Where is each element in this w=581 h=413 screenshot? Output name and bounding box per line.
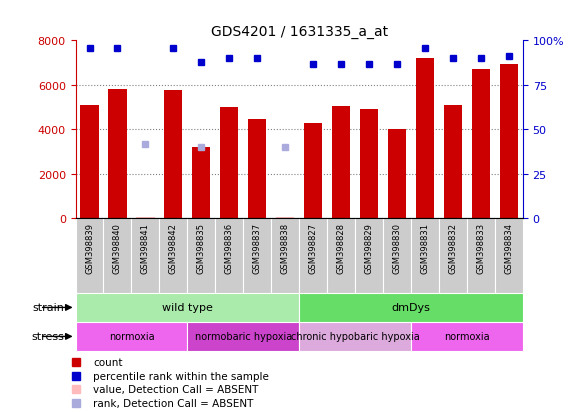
Bar xyxy=(416,59,434,219)
Text: GSM398841: GSM398841 xyxy=(141,223,150,273)
Text: percentile rank within the sample: percentile rank within the sample xyxy=(93,371,269,381)
Bar xyxy=(76,219,103,293)
Bar xyxy=(76,293,299,322)
Bar xyxy=(360,110,378,219)
Text: GSM398835: GSM398835 xyxy=(197,223,206,273)
Bar xyxy=(216,219,243,293)
Bar xyxy=(472,70,490,219)
Bar xyxy=(164,91,182,219)
Text: GSM398832: GSM398832 xyxy=(449,223,457,273)
Bar xyxy=(243,219,271,293)
Bar xyxy=(103,219,131,293)
Bar xyxy=(187,219,216,293)
Text: normobaric hypoxia: normobaric hypoxia xyxy=(195,332,292,342)
Text: GSM398840: GSM398840 xyxy=(113,223,122,273)
Bar xyxy=(131,219,159,293)
Bar xyxy=(411,219,439,293)
Text: GSM398834: GSM398834 xyxy=(504,223,514,273)
Bar xyxy=(109,90,127,219)
Bar xyxy=(332,107,350,219)
Text: GSM398830: GSM398830 xyxy=(393,223,401,273)
Text: normoxia: normoxia xyxy=(109,332,155,342)
Text: GSM398839: GSM398839 xyxy=(85,223,94,273)
Text: GSM398838: GSM398838 xyxy=(281,223,290,273)
Text: normoxia: normoxia xyxy=(444,332,490,342)
Bar xyxy=(388,130,406,219)
Text: GSM398833: GSM398833 xyxy=(476,223,486,273)
Text: value, Detection Call = ABSENT: value, Detection Call = ABSENT xyxy=(93,385,259,394)
Text: GSM398828: GSM398828 xyxy=(336,223,346,273)
Bar xyxy=(299,219,327,293)
Bar xyxy=(76,322,187,351)
Bar xyxy=(276,217,295,219)
Title: GDS4201 / 1631335_a_at: GDS4201 / 1631335_a_at xyxy=(211,25,388,39)
Bar xyxy=(500,64,518,219)
Bar xyxy=(467,219,495,293)
Text: GSM398842: GSM398842 xyxy=(169,223,178,273)
Bar xyxy=(304,123,322,219)
Text: GSM398831: GSM398831 xyxy=(421,223,429,273)
Text: strain: strain xyxy=(32,303,64,313)
Bar xyxy=(159,219,187,293)
Bar xyxy=(187,322,299,351)
Text: GSM398837: GSM398837 xyxy=(253,223,262,273)
Bar xyxy=(248,120,266,219)
Bar xyxy=(439,219,467,293)
Text: GSM398827: GSM398827 xyxy=(309,223,318,273)
Text: GSM398836: GSM398836 xyxy=(225,223,234,273)
Bar xyxy=(299,293,523,322)
Bar xyxy=(192,148,210,219)
Bar xyxy=(355,219,383,293)
Bar xyxy=(444,106,462,219)
Bar xyxy=(327,219,355,293)
Text: dmDys: dmDys xyxy=(392,303,431,313)
Bar xyxy=(220,108,238,219)
Bar xyxy=(80,106,99,219)
Text: chronic hypobaric hypoxia: chronic hypobaric hypoxia xyxy=(290,332,419,342)
Bar xyxy=(383,219,411,293)
Bar xyxy=(299,322,411,351)
Text: rank, Detection Call = ABSENT: rank, Detection Call = ABSENT xyxy=(93,398,253,408)
Bar xyxy=(495,219,523,293)
Text: count: count xyxy=(93,357,123,367)
Text: GSM398829: GSM398829 xyxy=(365,223,374,273)
Text: wild type: wild type xyxy=(162,303,213,313)
Bar xyxy=(271,219,299,293)
Bar xyxy=(411,322,523,351)
Text: stress: stress xyxy=(31,332,64,342)
Bar xyxy=(137,217,155,219)
